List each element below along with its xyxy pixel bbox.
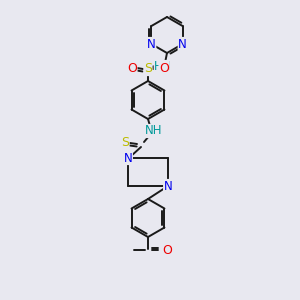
Text: O: O (127, 61, 137, 74)
Text: N: N (178, 38, 187, 50)
Text: HN: HN (154, 61, 172, 74)
Text: N: N (147, 38, 156, 50)
Text: N: N (124, 152, 132, 164)
Text: O: O (159, 61, 169, 74)
Text: S: S (121, 136, 129, 149)
Text: S: S (144, 62, 152, 76)
Text: NH: NH (145, 124, 163, 137)
Text: O: O (162, 244, 172, 256)
Text: N: N (164, 179, 172, 193)
